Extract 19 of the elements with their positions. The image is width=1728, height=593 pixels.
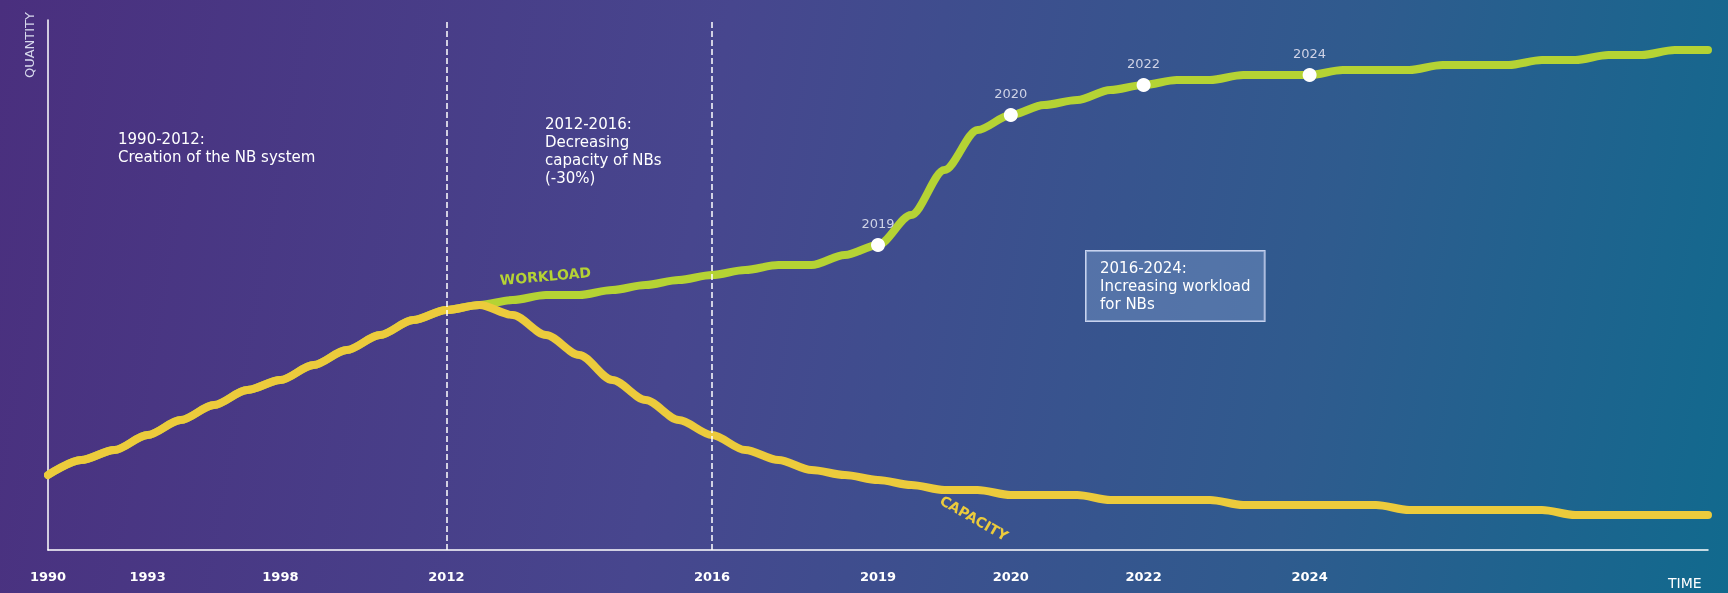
x-tick-label: 2019 xyxy=(859,569,897,584)
annotation: 2016-2024: Increasing workload for NBs xyxy=(1100,259,1251,313)
x-tick-label: 2024 xyxy=(1291,569,1328,584)
annotation: 2020 xyxy=(994,86,1028,101)
annotation: 2012-2016: Decreasing capacity of NBs (-30%) xyxy=(545,115,662,187)
x-tick-label: 2020 xyxy=(992,569,1029,584)
annotation: 2019 xyxy=(861,216,895,231)
y-axis-title: QUANTITY xyxy=(22,11,37,79)
x-tick-label: 2016 xyxy=(693,569,731,584)
annotation: 1990-2012: Creation of the NB system xyxy=(118,130,316,166)
x-tick-label: 1993 xyxy=(129,569,166,584)
x-tick-label: 2022 xyxy=(1125,569,1162,584)
series-label: WORKLOAD xyxy=(499,264,592,288)
x-tick-label: 1990 xyxy=(29,569,67,584)
x-axis-title: TIME xyxy=(1667,575,1702,591)
x-tick-label: 1998 xyxy=(262,569,299,584)
annotation: 2024 xyxy=(1293,46,1327,61)
x-tick-label: 2012 xyxy=(428,569,465,584)
annotation: 2022 xyxy=(1127,56,1161,71)
